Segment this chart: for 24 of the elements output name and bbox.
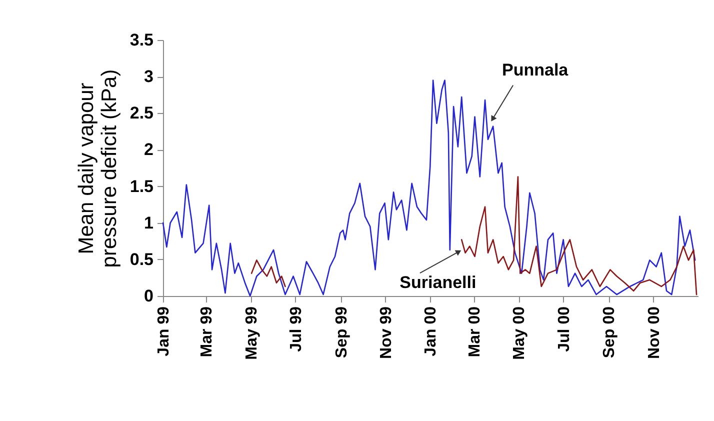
x-tick-label: Jul 00 (556, 306, 573, 352)
y-tick-label: 1.5 (130, 176, 154, 196)
y-tick-label: 2.5 (130, 104, 154, 123)
x-tick-label: Mar 00 (466, 306, 484, 358)
x-tick-label: May 99 (243, 306, 260, 360)
x-tick-label: Sep 99 (333, 306, 350, 358)
y-tick-label: 0.5 (130, 250, 154, 269)
y-tick-label: 1 (144, 213, 154, 232)
y-axis-title: Mean daily vapour pressure deficit (kPa) (74, 69, 121, 268)
y-tick-label: 2 (144, 140, 154, 160)
annotation: Punnala (502, 60, 569, 80)
x-tick-label: May 00 (511, 306, 528, 360)
line-series (162, 80, 696, 297)
x-tick-label: Jan 99 (156, 306, 172, 356)
y-tick-label: 3.5 (130, 30, 154, 50)
x-tick-label: Mar 99 (198, 306, 216, 358)
x-tick-label: Sep 00 (601, 306, 618, 358)
x-tick-label: Nov 99 (378, 306, 395, 359)
x-tick-label: Jan 00 (422, 306, 440, 356)
y-tick-label: 0 (144, 286, 154, 306)
x-tick-label: Nov 00 (646, 306, 663, 359)
annotation: Surianelli (400, 273, 476, 292)
y-tick-label: 3 (144, 67, 154, 86)
x-tick-label: Jul 99 (288, 306, 305, 352)
